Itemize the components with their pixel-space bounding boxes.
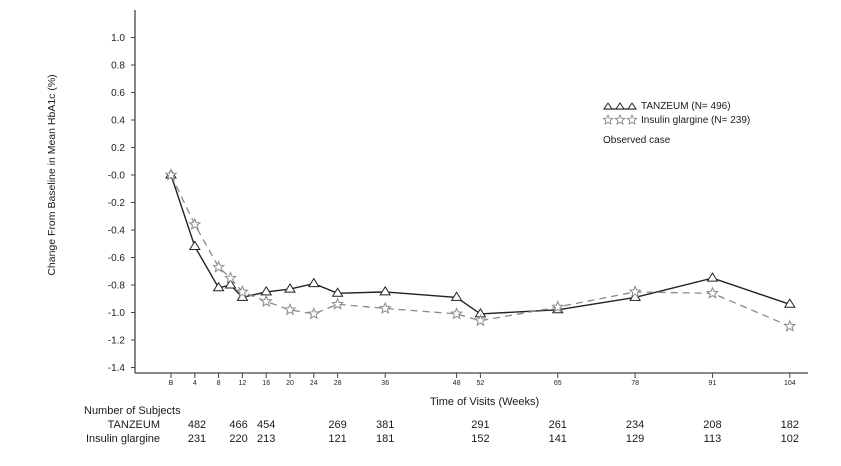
series-insulin-glargine bbox=[164, 168, 797, 332]
triangle-marker-icon bbox=[450, 291, 463, 301]
subjects-count-insulin: 220 bbox=[229, 433, 248, 445]
star-marker-icon bbox=[473, 313, 487, 327]
star-marker-icon bbox=[331, 297, 345, 310]
y-tick-label: -0.2 bbox=[108, 198, 126, 209]
x-tick-label: 52 bbox=[477, 380, 485, 387]
subjects-count-insulin: 129 bbox=[625, 433, 645, 445]
subjects-count-tanzeum: 234 bbox=[625, 419, 645, 431]
subjects-count-insulin: 102 bbox=[780, 433, 799, 445]
triangle-marker-icon bbox=[706, 272, 719, 282]
subjects-count-insulin: 113 bbox=[703, 433, 722, 445]
legend: TANZEUM (N= 496) Insulin glargine (N= 23… bbox=[603, 99, 750, 146]
triangle-marker-icon bbox=[783, 298, 796, 308]
x-tick-label: 65 bbox=[554, 380, 562, 387]
triangle-marker-icon bbox=[212, 281, 225, 292]
subjects-count-tanzeum: 182 bbox=[780, 419, 799, 431]
y-tick-label: 0.8 bbox=[111, 61, 125, 72]
triangle-marker-icon bbox=[224, 279, 237, 289]
observed-case-note: Observed case bbox=[603, 135, 671, 146]
star-marker-icon bbox=[378, 301, 392, 314]
subjects-count-tanzeum: 454 bbox=[257, 419, 276, 431]
subjects-label-insulin: Insulin glargine bbox=[86, 433, 160, 445]
triangle-marker-icon bbox=[188, 240, 201, 250]
legend-item-insulin: Insulin glargine (N= 239) bbox=[603, 113, 750, 127]
subjects-count-tanzeum: 482 bbox=[187, 419, 207, 431]
star-marker-icon bbox=[283, 302, 297, 316]
star-marker-icon bbox=[188, 217, 202, 230]
x-tick-label: 104 bbox=[784, 380, 796, 387]
y-tick-label: -0.0 bbox=[108, 171, 126, 182]
subjects-count-insulin: 121 bbox=[328, 433, 347, 445]
x-tick-label: 16 bbox=[262, 380, 270, 387]
subjects-count-insulin: 181 bbox=[376, 433, 395, 445]
y-tick-label: -0.8 bbox=[108, 281, 126, 292]
star-marker-icon bbox=[307, 307, 321, 320]
star-marker-icon bbox=[628, 285, 642, 298]
y-tick-label: -0.4 bbox=[108, 226, 126, 237]
x-tick-label: 36 bbox=[381, 380, 389, 387]
y-tick-label: -0.6 bbox=[108, 253, 126, 264]
subjects-count-tanzeum: 381 bbox=[376, 419, 395, 431]
y-tick-label: -1.4 bbox=[108, 363, 126, 374]
subjects-count-tanzeum: 208 bbox=[703, 419, 722, 431]
subjects-count-insulin: 141 bbox=[548, 433, 567, 445]
x-tick-label: 8 bbox=[217, 380, 221, 387]
y-tick-label: -1.2 bbox=[108, 336, 126, 347]
triangle-marker-icon bbox=[379, 285, 392, 296]
subjects-count-insulin: 152 bbox=[471, 433, 490, 445]
x-tick-label: 48 bbox=[453, 380, 461, 387]
y-tick-label: -1.0 bbox=[108, 308, 126, 319]
subjects-count-tanzeum: 261 bbox=[548, 419, 567, 431]
triangle-marker-icon bbox=[603, 102, 637, 110]
y-tick-label: 1.0 bbox=[111, 33, 125, 44]
star-marker-icon bbox=[259, 294, 273, 307]
star-marker-icon bbox=[212, 260, 226, 273]
star-marker-icon bbox=[783, 319, 797, 332]
x-tick-label: 28 bbox=[334, 380, 342, 387]
x-axis-title: Time of Visits (Weeks) bbox=[430, 396, 540, 408]
x-tick-label: 78 bbox=[631, 380, 639, 387]
x-tick-label: 91 bbox=[709, 380, 717, 387]
subjects-label-tanzeum: TANZEUM bbox=[107, 419, 160, 431]
legend-item-tanzeum: TANZEUM (N= 496) bbox=[603, 99, 750, 113]
x-tick-label: 4 bbox=[193, 380, 197, 387]
subjects-count-tanzeum: 269 bbox=[328, 419, 347, 431]
subjects-count-tanzeum: 291 bbox=[471, 419, 490, 431]
y-tick-label: 0.6 bbox=[111, 88, 125, 99]
triangle-marker-icon bbox=[331, 287, 344, 297]
star-marker-icon bbox=[603, 114, 637, 125]
star-marker-icon bbox=[164, 168, 178, 181]
star-marker-icon bbox=[224, 271, 237, 284]
triangle-marker-icon bbox=[284, 283, 296, 293]
x-tick-label: 12 bbox=[239, 380, 247, 387]
subjects-count-insulin: 213 bbox=[257, 433, 276, 445]
triangle-marker-icon bbox=[307, 277, 320, 288]
x-tick-label: 24 bbox=[310, 380, 318, 387]
y-tick-label: 0.4 bbox=[111, 116, 125, 127]
subjects-heading: Number of Subjects bbox=[84, 405, 181, 417]
y-tick-label: 0.2 bbox=[111, 143, 125, 154]
star-marker-icon bbox=[705, 286, 719, 299]
series-tanzeum bbox=[165, 169, 796, 318]
x-tick-label: B bbox=[169, 380, 174, 387]
x-tick-label: 20 bbox=[286, 380, 294, 387]
star-marker-icon bbox=[450, 307, 464, 320]
subjects-count-tanzeum: 466 bbox=[229, 419, 248, 431]
star-marker-icon bbox=[551, 300, 565, 313]
star-marker-icon bbox=[235, 285, 249, 298]
subjects-count-insulin: 231 bbox=[187, 433, 207, 445]
